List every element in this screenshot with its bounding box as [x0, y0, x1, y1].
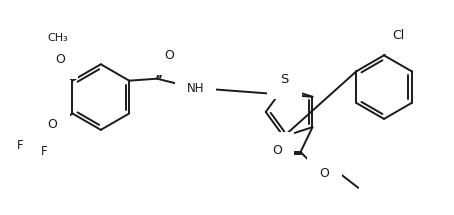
- Text: O: O: [164, 49, 174, 62]
- Text: F: F: [41, 145, 48, 158]
- Text: S: S: [281, 73, 289, 86]
- Text: O: O: [48, 118, 58, 131]
- Text: Cl: Cl: [392, 29, 404, 42]
- Text: O: O: [272, 144, 281, 158]
- Text: F: F: [16, 139, 23, 152]
- Text: NH: NH: [187, 82, 204, 95]
- Text: O: O: [55, 53, 65, 66]
- Text: CH₃: CH₃: [47, 33, 68, 43]
- Text: O: O: [320, 167, 329, 180]
